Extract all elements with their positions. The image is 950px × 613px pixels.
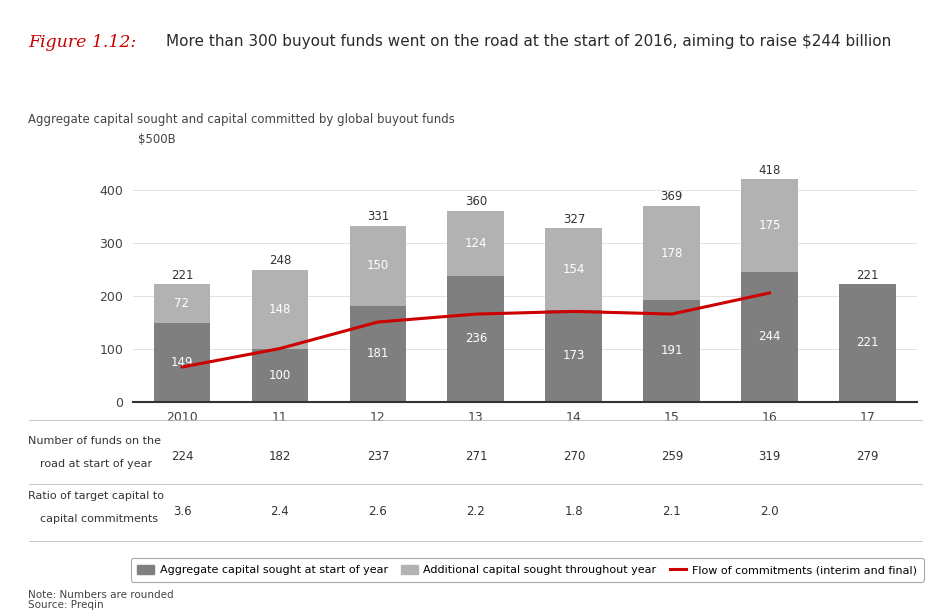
Text: 173: 173 xyxy=(562,349,585,362)
Text: 248: 248 xyxy=(269,254,291,267)
Text: 224: 224 xyxy=(171,450,193,463)
Legend: Aggregate capital sought at start of year, Additional capital sought throughout : Aggregate capital sought at start of yea… xyxy=(131,558,923,582)
Text: 271: 271 xyxy=(465,450,487,463)
Text: 270: 270 xyxy=(562,450,585,463)
Text: $500B: $500B xyxy=(138,133,176,146)
Text: 331: 331 xyxy=(367,210,389,223)
Bar xyxy=(350,226,407,306)
Text: 244: 244 xyxy=(758,330,781,343)
Text: 191: 191 xyxy=(660,345,683,357)
Text: Note: Numbers are rounded: Note: Numbers are rounded xyxy=(28,590,174,600)
Text: 319: 319 xyxy=(759,450,781,463)
Bar xyxy=(545,310,602,402)
Text: 181: 181 xyxy=(367,347,389,360)
Bar xyxy=(447,276,504,402)
Text: 2.0: 2.0 xyxy=(761,505,779,519)
Text: 182: 182 xyxy=(269,450,291,463)
Text: road at start of year: road at start of year xyxy=(40,459,152,469)
Text: 236: 236 xyxy=(465,332,487,346)
Text: 2.2: 2.2 xyxy=(466,505,485,519)
Text: 221: 221 xyxy=(171,268,193,282)
Text: 72: 72 xyxy=(175,297,189,310)
Bar xyxy=(447,211,504,276)
Text: Source: Preqin: Source: Preqin xyxy=(28,600,104,609)
Text: 1.8: 1.8 xyxy=(564,505,583,519)
Text: 2.4: 2.4 xyxy=(271,505,290,519)
Text: More than 300 buyout funds went on the road at the start of 2016, aiming to rais: More than 300 buyout funds went on the r… xyxy=(166,34,891,48)
Text: 175: 175 xyxy=(759,219,781,232)
Text: 149: 149 xyxy=(171,356,193,368)
Text: 150: 150 xyxy=(367,259,389,272)
Text: 360: 360 xyxy=(465,195,487,208)
Text: 154: 154 xyxy=(562,262,585,275)
Text: 148: 148 xyxy=(269,303,291,316)
Text: 3.6: 3.6 xyxy=(173,505,191,519)
Text: 327: 327 xyxy=(562,213,585,226)
Text: 124: 124 xyxy=(465,237,487,250)
Text: 2.1: 2.1 xyxy=(662,505,681,519)
Text: 237: 237 xyxy=(367,450,389,463)
Bar xyxy=(154,322,210,402)
Text: 418: 418 xyxy=(759,164,781,177)
Bar xyxy=(741,272,798,402)
Bar xyxy=(840,284,896,402)
Text: 221: 221 xyxy=(857,268,879,282)
Text: 259: 259 xyxy=(660,450,683,463)
Bar xyxy=(643,206,700,300)
Text: 2.6: 2.6 xyxy=(369,505,388,519)
Text: Aggregate capital sought and capital committed by global buyout funds: Aggregate capital sought and capital com… xyxy=(28,113,455,126)
Bar xyxy=(643,300,700,402)
Bar xyxy=(350,306,407,402)
Text: 100: 100 xyxy=(269,368,291,381)
Bar xyxy=(154,284,210,322)
Bar xyxy=(741,180,798,272)
Text: Ratio of target capital to: Ratio of target capital to xyxy=(28,491,164,501)
Text: 178: 178 xyxy=(660,246,683,260)
Bar xyxy=(252,270,309,349)
Bar xyxy=(252,349,309,402)
Text: Number of funds on the: Number of funds on the xyxy=(28,436,162,446)
Text: capital commitments: capital commitments xyxy=(40,514,158,524)
Text: 369: 369 xyxy=(660,190,683,204)
Text: 279: 279 xyxy=(857,450,879,463)
Text: Figure 1.12:: Figure 1.12: xyxy=(28,34,137,51)
Text: 221: 221 xyxy=(857,337,879,349)
Bar xyxy=(545,228,602,310)
